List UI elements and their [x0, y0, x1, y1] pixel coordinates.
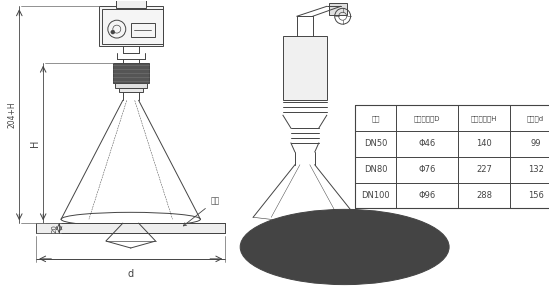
Bar — [115, 83, 147, 88]
Text: 20: 20 — [51, 224, 57, 232]
Text: 204+H: 204+H — [7, 102, 16, 128]
Text: Φ46: Φ46 — [419, 139, 436, 148]
Text: 四蕊盘d: 四蕊盘d — [527, 115, 544, 122]
Bar — [113, 63, 148, 83]
Text: 喇叭口直径D: 喇叭口直径D — [414, 115, 441, 122]
Text: 140: 140 — [476, 139, 492, 148]
Bar — [329, 3, 346, 15]
Text: Φ76: Φ76 — [419, 165, 436, 174]
Bar — [36, 223, 226, 233]
Text: DN80: DN80 — [364, 165, 387, 174]
Text: 喇叭口高度H: 喇叭口高度H — [471, 115, 497, 122]
Text: 法兰: 法兰 — [371, 115, 379, 122]
Text: DN50: DN50 — [364, 139, 387, 148]
Text: Φ96: Φ96 — [419, 191, 436, 200]
Text: d: d — [128, 269, 134, 279]
Text: DN100: DN100 — [361, 191, 390, 200]
Text: 156: 156 — [528, 191, 543, 200]
Text: 288: 288 — [476, 191, 492, 200]
Bar — [99, 6, 163, 46]
Bar — [116, 0, 146, 8]
Text: H: H — [30, 139, 40, 147]
Bar — [283, 36, 327, 100]
Bar — [131, 23, 155, 37]
Ellipse shape — [240, 209, 449, 285]
Text: 132: 132 — [528, 165, 543, 174]
Text: 227: 227 — [476, 165, 492, 174]
Text: 99: 99 — [530, 139, 541, 148]
Bar — [119, 88, 142, 92]
Bar — [102, 9, 163, 44]
Bar — [355, 105, 550, 208]
Circle shape — [111, 30, 115, 34]
Text: 法兰: 法兰 — [183, 196, 219, 226]
